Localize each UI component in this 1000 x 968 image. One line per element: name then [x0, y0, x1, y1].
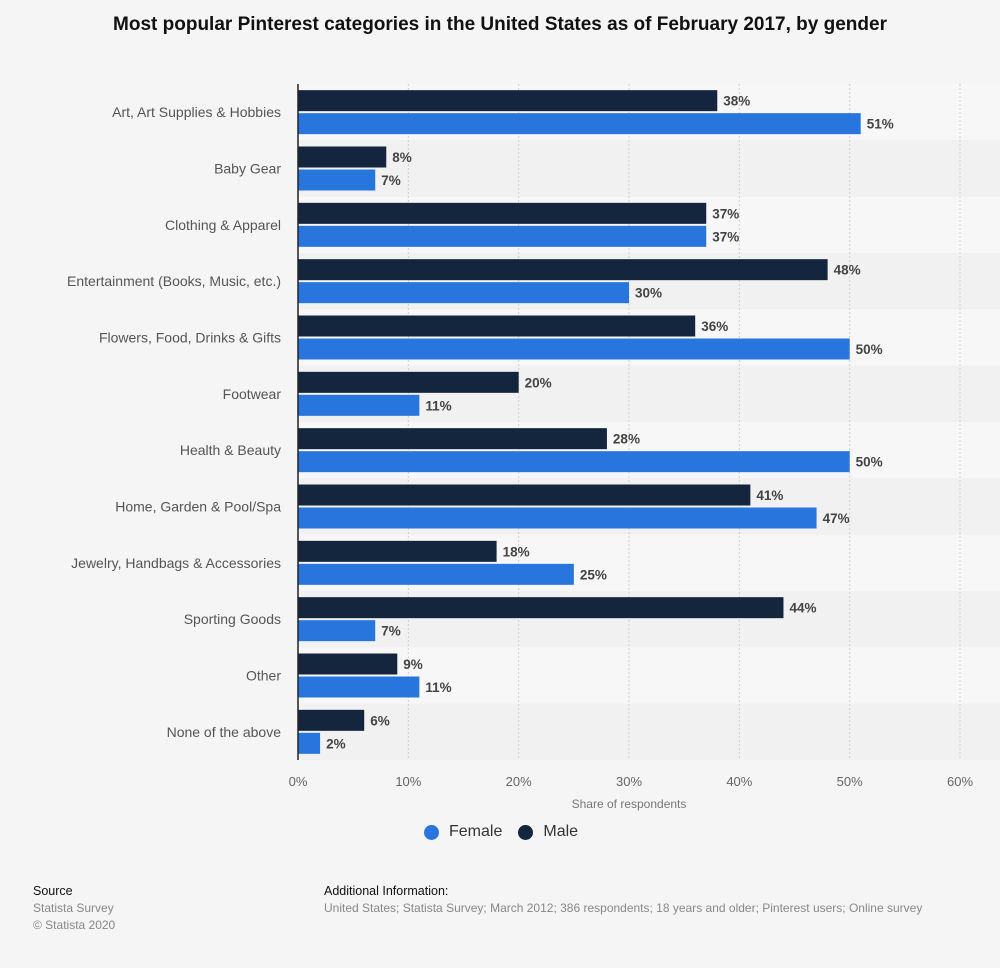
bar-female[interactable] [298, 169, 376, 191]
bars: 38% 51% 8% 7% 37% 37% 48% 30% 36% 50% 20% 11% 28% 50%… [298, 90, 894, 754]
legend-female-label: Female [449, 823, 503, 840]
data-label-male: 20% [525, 375, 552, 390]
bar-male[interactable] [298, 371, 519, 393]
x-tick-label: 40% [726, 774, 752, 789]
category-label: Jewelry, Handbags & Accessories [71, 555, 281, 571]
x-tick-label: 0% [289, 774, 308, 789]
bar-male[interactable] [298, 202, 707, 224]
additional-info-block: Additional Information: United States; S… [324, 883, 922, 917]
x-tick-label: 10% [395, 774, 421, 789]
data-label-male: 44% [789, 601, 816, 616]
bar-female[interactable] [298, 225, 707, 247]
bar-female[interactable] [298, 282, 629, 304]
data-label-female: 50% [856, 342, 883, 357]
bar-female[interactable] [298, 563, 574, 585]
bar-male[interactable] [298, 428, 607, 450]
bar-male[interactable] [298, 540, 497, 562]
source-block: Source Statista Survey © Statista 2020 [33, 883, 115, 934]
bar-chart: 38% 51% 8% 7% 37% 37% 48% 30% 36% 50% 20% 11% 28% 50%… [67, 84, 1000, 811]
bar-female[interactable] [298, 113, 861, 135]
bar-male[interactable] [298, 259, 828, 281]
bar-male[interactable] [298, 709, 365, 731]
x-axis-title: Share of respondents [572, 797, 687, 811]
data-label-female: 7% [381, 624, 401, 639]
data-label-female: 7% [381, 173, 401, 188]
data-label-female: 11% [425, 398, 451, 413]
category-label: Footwear [223, 386, 282, 402]
data-label-male: 9% [403, 657, 423, 672]
data-label-female: 51% [867, 117, 894, 132]
bar-male[interactable] [298, 484, 751, 506]
x-tick-label: 20% [506, 774, 532, 789]
legend-male-dot-icon [518, 824, 534, 840]
data-label-female: 2% [326, 736, 346, 751]
data-label-male: 48% [834, 263, 861, 278]
data-label-male: 36% [701, 319, 728, 334]
bar-male[interactable] [298, 315, 696, 337]
bar-female[interactable] [298, 507, 817, 529]
data-label-female: 11% [425, 680, 451, 695]
category-label: Sporting Goods [184, 611, 281, 627]
legend-male-label: Male [543, 823, 579, 840]
category-label: Clothing & Apparel [165, 217, 281, 233]
legend-item-female[interactable]: Female [424, 823, 502, 841]
category-label: Flowers, Food, Drinks & Gifts [99, 330, 281, 346]
data-label-male: 18% [503, 544, 530, 559]
legend-item-male[interactable]: Male [518, 823, 578, 841]
bar-female[interactable] [298, 451, 850, 473]
bar-male[interactable] [298, 90, 718, 112]
row-band [298, 703, 1000, 760]
data-label-male: 37% [712, 206, 739, 221]
data-label-male: 41% [756, 488, 783, 503]
category-labels: Art, Art Supplies & Hobbies Baby Gear Clot… [67, 104, 281, 740]
bar-male[interactable] [298, 146, 387, 168]
category-label: Baby Gear [214, 161, 281, 177]
row-band [298, 140, 1000, 197]
legend-female-dot-icon [424, 824, 439, 840]
category-label: Home, Garden & Pool/Spa [115, 499, 281, 515]
bar-male[interactable] [298, 653, 398, 675]
source-heading: Source [33, 884, 73, 898]
category-label: Health & Beauty [180, 442, 281, 458]
gridlines [407, 84, 961, 760]
bar-female[interactable] [298, 732, 321, 754]
source-line[interactable]: Statista Survey [33, 901, 114, 915]
category-label: Art, Art Supplies & Hobbies [112, 104, 281, 120]
bar-female[interactable] [298, 394, 420, 416]
category-label: Entertainment (Books, Music, etc.) [67, 273, 281, 289]
bar-female[interactable] [298, 676, 420, 698]
copyright-line: © Statista 2020 [33, 918, 116, 932]
additional-info-text: United States; Statista Survey; March 20… [324, 901, 923, 915]
data-label-female: 30% [635, 286, 662, 301]
x-tick-labels: 0% 10% 20% 30% 40% 50% 60% [289, 774, 974, 789]
chart-title: Most popular Pinterest categories in the… [113, 14, 887, 35]
bar-female[interactable] [298, 620, 376, 642]
x-tick-label: 50% [837, 774, 863, 789]
data-label-male: 6% [370, 713, 390, 728]
data-label-female: 47% [823, 511, 850, 526]
legend: Female Male [424, 823, 594, 841]
data-label-female: 25% [580, 567, 607, 582]
x-tick-label: 30% [616, 774, 642, 789]
data-label-female: 50% [856, 455, 883, 470]
bar-female[interactable] [298, 338, 850, 360]
bar-male[interactable] [298, 597, 784, 619]
x-tick-label: 60% [947, 774, 973, 789]
data-label-male: 38% [723, 94, 750, 109]
data-label-male: 28% [613, 432, 640, 447]
category-label: Other [246, 668, 281, 684]
data-label-male: 8% [392, 150, 412, 165]
data-label-female: 37% [712, 229, 739, 244]
category-label: None of the above [167, 724, 282, 740]
additional-info-heading: Additional Information: [324, 884, 449, 898]
